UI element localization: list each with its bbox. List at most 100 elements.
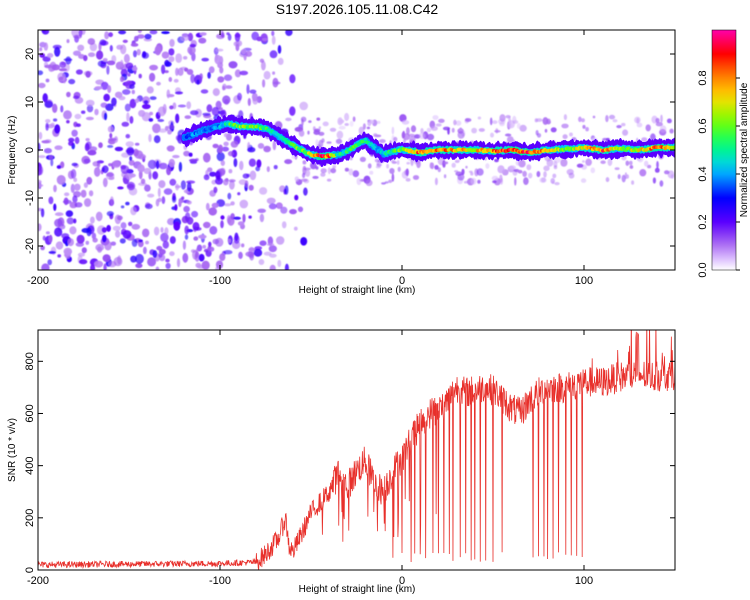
noise-blob [157, 119, 165, 122]
noise-blob [252, 96, 259, 105]
noise-blob [38, 179, 42, 184]
noise-blob [102, 177, 108, 188]
haze-blob [300, 178, 308, 182]
noise-blob [48, 196, 54, 205]
noise-blob [225, 85, 233, 89]
noise-blob [131, 238, 138, 247]
noise-blob [234, 69, 241, 78]
noise-blob [107, 85, 112, 94]
haze-blob [358, 126, 365, 135]
noise-blob [198, 253, 205, 262]
haze-blob [362, 123, 366, 130]
noise-blob [122, 39, 128, 43]
noise-blob [134, 142, 140, 146]
haze-blob [379, 139, 386, 144]
haze-blob [338, 125, 346, 130]
noise-blob [129, 84, 135, 90]
figure-title: S197.2026.105.11.08.C42 [276, 1, 439, 17]
noise-blob [227, 33, 232, 41]
noise-blob [198, 234, 207, 239]
y-tick-label: 600 [24, 404, 36, 422]
noise-blob [289, 209, 297, 215]
noise-blob [100, 102, 108, 108]
noise-blob [161, 64, 166, 75]
noise-blob [104, 31, 109, 40]
haze-blob [434, 177, 438, 186]
noise-blob [74, 136, 80, 145]
noise-blob [38, 223, 42, 232]
noise-blob [87, 38, 96, 45]
noise-blob [182, 240, 186, 250]
y-tick-label: 0 [24, 147, 36, 153]
haze-blob [654, 167, 660, 173]
noise-blob [48, 234, 53, 243]
haze-blob [608, 114, 616, 120]
noise-blob [44, 148, 52, 154]
noise-blob [219, 66, 224, 74]
noise-blob [284, 185, 289, 195]
noise-blob [125, 134, 131, 139]
noise-blob [165, 262, 171, 269]
noise-blob [105, 171, 115, 180]
haze-blob [634, 116, 641, 124]
noise-blob [209, 171, 217, 177]
noise-blob [42, 235, 46, 241]
noise-blob [56, 175, 66, 185]
noise-blob [186, 101, 192, 109]
haze-blob [539, 177, 547, 183]
haze-blob [543, 171, 547, 178]
haze-blob [376, 120, 381, 124]
noise-blob [223, 250, 233, 255]
haze-blob [644, 160, 649, 167]
noise-blob [129, 116, 134, 124]
haze-blob [443, 174, 447, 179]
noise-blob [65, 210, 74, 218]
noise-blob [38, 131, 43, 140]
haze-blob [320, 172, 326, 177]
noise-blob [223, 178, 229, 186]
noise-blob [38, 155, 46, 159]
noise-blob [147, 193, 155, 198]
haze-blob [554, 182, 560, 186]
colorbar-tick-label: 0.2 [697, 214, 709, 229]
noise-blob [273, 165, 278, 170]
noise-blob [173, 221, 181, 231]
haze-blob [489, 117, 493, 126]
haze-blob [403, 133, 410, 141]
noise-blob [184, 225, 189, 235]
colorbar-tick-label: 0.4 [697, 166, 709, 181]
noise-blob [106, 60, 116, 66]
noise-blob [277, 57, 284, 65]
y-tick-label: 200 [24, 509, 36, 527]
noise-blob [168, 77, 173, 82]
noise-blob [160, 227, 164, 233]
noise-blob [137, 153, 146, 160]
noise-blob [134, 35, 139, 42]
noise-blob [74, 113, 82, 120]
noise-blob [63, 110, 72, 120]
noise-blob [158, 248, 166, 255]
noise-blob [149, 64, 159, 71]
noise-blob [196, 244, 203, 252]
noise-blob [85, 116, 94, 121]
noise-blob [54, 124, 61, 134]
noise-blob [73, 218, 77, 224]
snr-xlabel: Height of straight line (km) [299, 584, 416, 595]
noise-blob [158, 162, 168, 170]
noise-blob [175, 53, 183, 63]
noise-blob [68, 137, 75, 143]
noise-blob [222, 95, 231, 105]
noise-blob [137, 30, 142, 34]
noise-blob [300, 237, 308, 246]
noise-blob [120, 222, 127, 229]
haze-blob [477, 179, 481, 184]
noise-blob [66, 217, 75, 225]
noise-blob [68, 78, 76, 85]
colorbar-tick-label: 0.6 [697, 118, 709, 133]
noise-blob [92, 237, 98, 243]
noise-blob [52, 103, 58, 114]
noise-blob [66, 120, 70, 124]
noise-blob [149, 30, 158, 35]
noise-blob [143, 167, 152, 175]
haze-blob [406, 161, 411, 165]
